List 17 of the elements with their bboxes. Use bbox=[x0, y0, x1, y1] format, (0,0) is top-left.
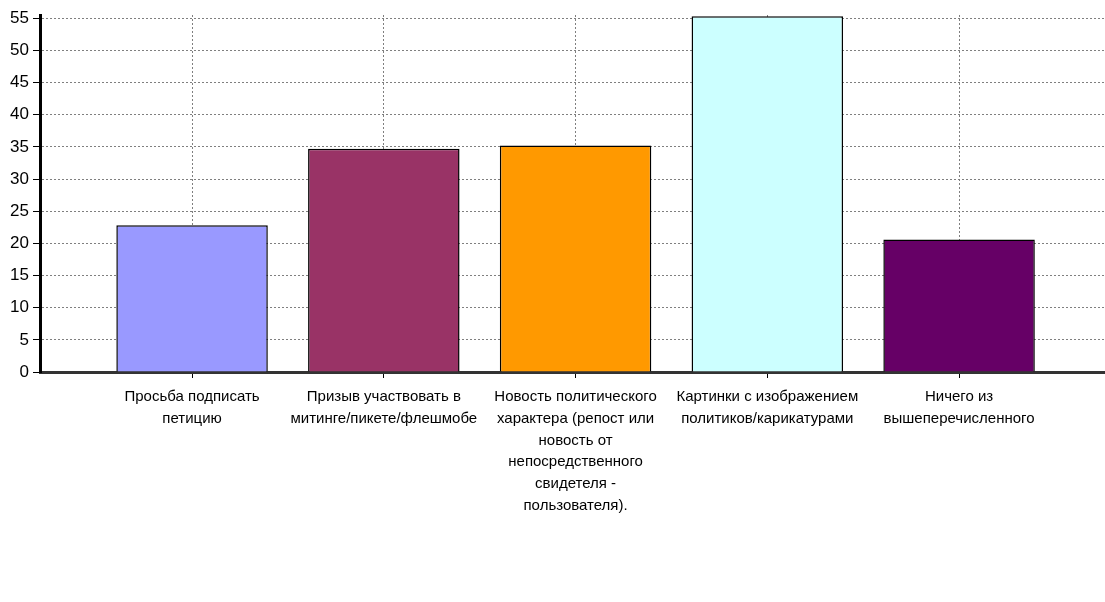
y-tick-label: 5 bbox=[19, 329, 29, 349]
y-tick-label: 55 bbox=[10, 7, 29, 27]
y-tick-label: 45 bbox=[10, 72, 29, 92]
x-tick-label: Просьба подписать петицию bbox=[124, 387, 260, 426]
y-tick-label: 40 bbox=[10, 104, 29, 124]
x-tick-label: Новость политического характера (репост или новость от непосредственного свидетеля - пользователя). bbox=[494, 387, 657, 513]
y-tick-label: 25 bbox=[10, 200, 29, 220]
y-tick-label: 35 bbox=[10, 136, 29, 156]
y-tick-label: 15 bbox=[10, 265, 29, 285]
x-tick-label: Картинки с изображением политиков/карикатурами bbox=[676, 387, 859, 426]
y-tick-label: 0 bbox=[19, 361, 29, 381]
y-tick-label: 50 bbox=[10, 40, 29, 60]
y-tick-label: 30 bbox=[10, 168, 29, 188]
x-tick-label: Призыв участвовать в митинге/пикете/флешмобе bbox=[290, 387, 478, 426]
y-tick-label: 20 bbox=[10, 233, 29, 253]
y-tick-label: 10 bbox=[10, 297, 29, 317]
x-tick-label: Ничего из вышеперечисленного bbox=[883, 387, 1035, 426]
